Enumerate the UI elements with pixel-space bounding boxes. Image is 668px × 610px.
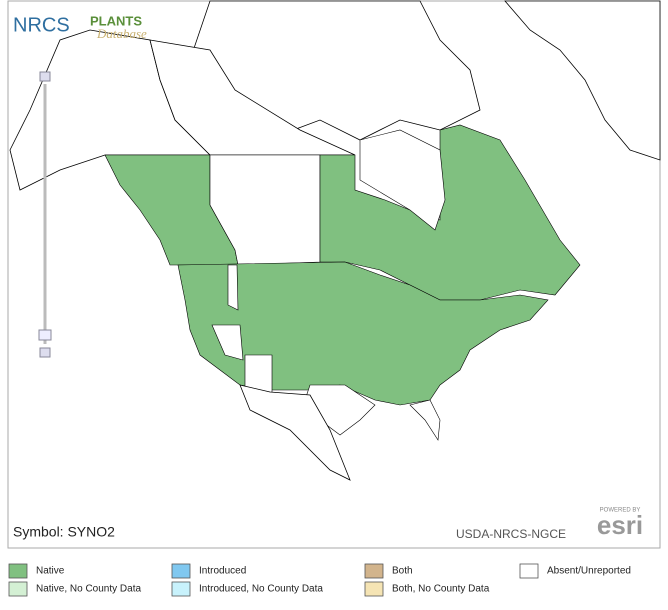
legend-swatch bbox=[519, 563, 539, 579]
legend-label: Native bbox=[36, 566, 65, 577]
plants-logo: PLANTS bbox=[90, 13, 142, 28]
mexico bbox=[239, 384, 351, 481]
hudson-bay bbox=[359, 129, 446, 231]
esri-powered: POWERED BY bbox=[600, 508, 641, 514]
nevada bbox=[211, 324, 244, 361]
legend-swatch bbox=[8, 581, 28, 597]
zoom-in[interactable] bbox=[39, 71, 51, 82]
legend-label: Native, No County Data bbox=[36, 584, 141, 595]
eastern-canada bbox=[319, 124, 581, 301]
legend-label: Both bbox=[392, 566, 413, 577]
zoom-thumb[interactable] bbox=[38, 329, 52, 341]
nrcs-logo: NRCS bbox=[13, 14, 70, 36]
legend-label: Absent/Unreported bbox=[547, 566, 631, 577]
legend-swatch bbox=[364, 581, 384, 597]
zoom-slider[interactable] bbox=[38, 71, 52, 358]
legend: Native Introduced Both Absent/Unreported Nat… bbox=[8, 563, 631, 597]
esri-logo: esri bbox=[597, 510, 643, 540]
symbol-label: Symbol: SYNO2 bbox=[13, 524, 115, 540]
legend-swatch bbox=[171, 581, 191, 597]
legend-swatch bbox=[364, 563, 384, 579]
legend-label: Introduced bbox=[199, 566, 246, 577]
database-logo: Database bbox=[96, 26, 147, 41]
idaho-panhandle bbox=[227, 264, 239, 311]
legend-swatch bbox=[171, 563, 191, 579]
florida bbox=[409, 399, 441, 441]
legend-label: Both, No County Data bbox=[392, 584, 490, 595]
basemap bbox=[9, 0, 661, 481]
legend-label: Introduced, No County Data bbox=[199, 584, 323, 595]
greenland bbox=[504, 0, 661, 161]
credit: USDA-NRCS-NGCE bbox=[456, 527, 566, 541]
legend-swatch bbox=[8, 563, 28, 579]
zoom-out[interactable] bbox=[39, 347, 51, 358]
